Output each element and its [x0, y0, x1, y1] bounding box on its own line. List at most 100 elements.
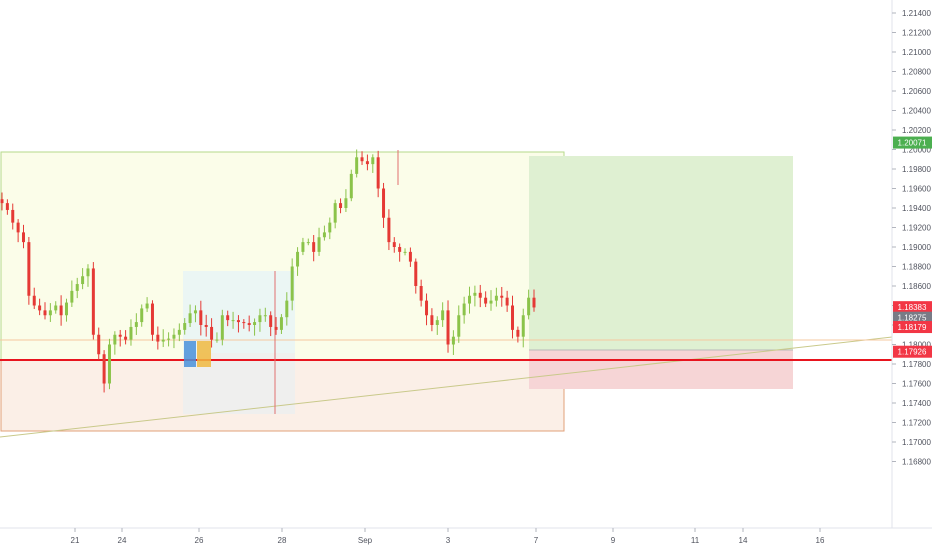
candle-body	[27, 242, 31, 296]
candle-body	[5, 203, 9, 210]
candle-body	[247, 323, 251, 325]
candle-body	[177, 329, 181, 335]
candle-body	[220, 315, 224, 340]
candle-body	[199, 310, 203, 325]
candle-body	[54, 305, 58, 311]
candle-body	[134, 322, 138, 327]
y-tick-label: 1.20200	[902, 126, 931, 135]
price-axis[interactable]: 1.21400 1.21200 1.21000 1.20800 1.20600 1.204…	[892, 9, 931, 467]
candle-body	[516, 329, 520, 337]
candle-body	[242, 322, 246, 324]
candle-body	[419, 286, 423, 301]
y-tick-label: 1.21200	[902, 29, 931, 38]
candle-body	[451, 336, 455, 345]
candle-body	[532, 297, 536, 308]
candle-body	[328, 222, 332, 233]
x-tick-label: 26	[195, 536, 204, 545]
y-tick-label: 1.17000	[902, 438, 931, 447]
candle-body	[150, 303, 154, 335]
time-axis[interactable]: 21 24 26 28 Sep 3 7 9 11 14 16	[71, 528, 825, 545]
position-box-orange	[197, 341, 211, 367]
candle-body	[371, 157, 375, 165]
candle-body	[301, 242, 305, 252]
candle-body	[107, 344, 111, 384]
candle-body	[349, 173, 353, 199]
candles-group	[0, 149, 536, 393]
x-tick-label: Sep	[358, 536, 373, 545]
candle-body	[193, 310, 197, 314]
candle-body	[258, 315, 262, 323]
candle-body	[521, 315, 525, 337]
candle-body	[478, 292, 482, 298]
y-tick-label: 1.19000	[902, 243, 931, 252]
candle-body	[511, 305, 515, 330]
candle-body	[414, 261, 418, 286]
price-tag-bg	[893, 136, 932, 149]
candle-body	[398, 247, 402, 252]
candle-body	[339, 203, 343, 208]
price-tag-label: 1.20071	[898, 139, 927, 148]
candle-body	[527, 297, 531, 316]
candle-body	[387, 217, 391, 243]
candle-body	[38, 305, 42, 311]
candle-body	[344, 198, 348, 208]
candle-body	[290, 266, 294, 301]
candle-body	[215, 339, 219, 341]
candle-body	[102, 354, 106, 384]
candle-body	[145, 303, 149, 309]
x-tick-label: 9	[611, 536, 616, 545]
candle-body	[156, 334, 160, 342]
y-tick-label: 1.17400	[902, 399, 931, 408]
candle-body	[167, 338, 171, 340]
candle-body	[231, 320, 235, 322]
candle-body	[355, 157, 359, 174]
y-tick-label: 1.19800	[902, 165, 931, 174]
candle-body	[86, 268, 90, 277]
y-tick-label: 1.21400	[902, 9, 931, 18]
candle-body	[489, 300, 493, 304]
candle-body	[473, 292, 477, 296]
target-zone	[529, 156, 793, 350]
candle-body	[279, 317, 283, 330]
candle-body	[505, 297, 509, 306]
candle-body	[376, 157, 380, 189]
candle-body	[97, 334, 101, 355]
price-tag-label: 1.18275	[898, 314, 927, 323]
price-tag-label: 1.17926	[898, 348, 927, 357]
y-tick-label: 1.20800	[902, 68, 931, 77]
candle-body	[494, 295, 498, 301]
y-tick-label: 1.20400	[902, 107, 931, 116]
candle-body	[468, 295, 472, 304]
y-tick-label: 1.16800	[902, 458, 931, 467]
candle-body	[172, 334, 176, 339]
candle-body	[16, 222, 20, 233]
candle-body	[435, 320, 439, 325]
candle-body	[75, 284, 79, 291]
y-tick-label: 1.19400	[902, 204, 931, 213]
candle-body	[360, 157, 364, 162]
candle-body	[430, 315, 434, 325]
x-tick-label: 21	[71, 536, 80, 545]
candle-body	[48, 310, 52, 316]
candle-body	[21, 232, 25, 243]
candle-body	[59, 305, 63, 316]
candle-body	[285, 300, 289, 318]
x-tick-label: 7	[534, 536, 539, 545]
candle-body	[183, 323, 187, 330]
y-tick-label: 1.17800	[902, 360, 931, 369]
candle-body	[70, 290, 74, 303]
candle-body	[253, 322, 257, 325]
y-tick-label: 1.20000	[902, 146, 931, 155]
price-tag-bg	[893, 321, 932, 334]
y-tick-label: 1.17600	[902, 380, 931, 389]
candle-body	[113, 334, 117, 345]
candle-body	[408, 251, 412, 262]
candle-body	[64, 302, 68, 316]
candle-body	[210, 326, 214, 340]
y-tick-label: 1.20600	[902, 87, 931, 96]
x-tick-label: 11	[691, 536, 700, 545]
candle-body	[188, 313, 192, 324]
